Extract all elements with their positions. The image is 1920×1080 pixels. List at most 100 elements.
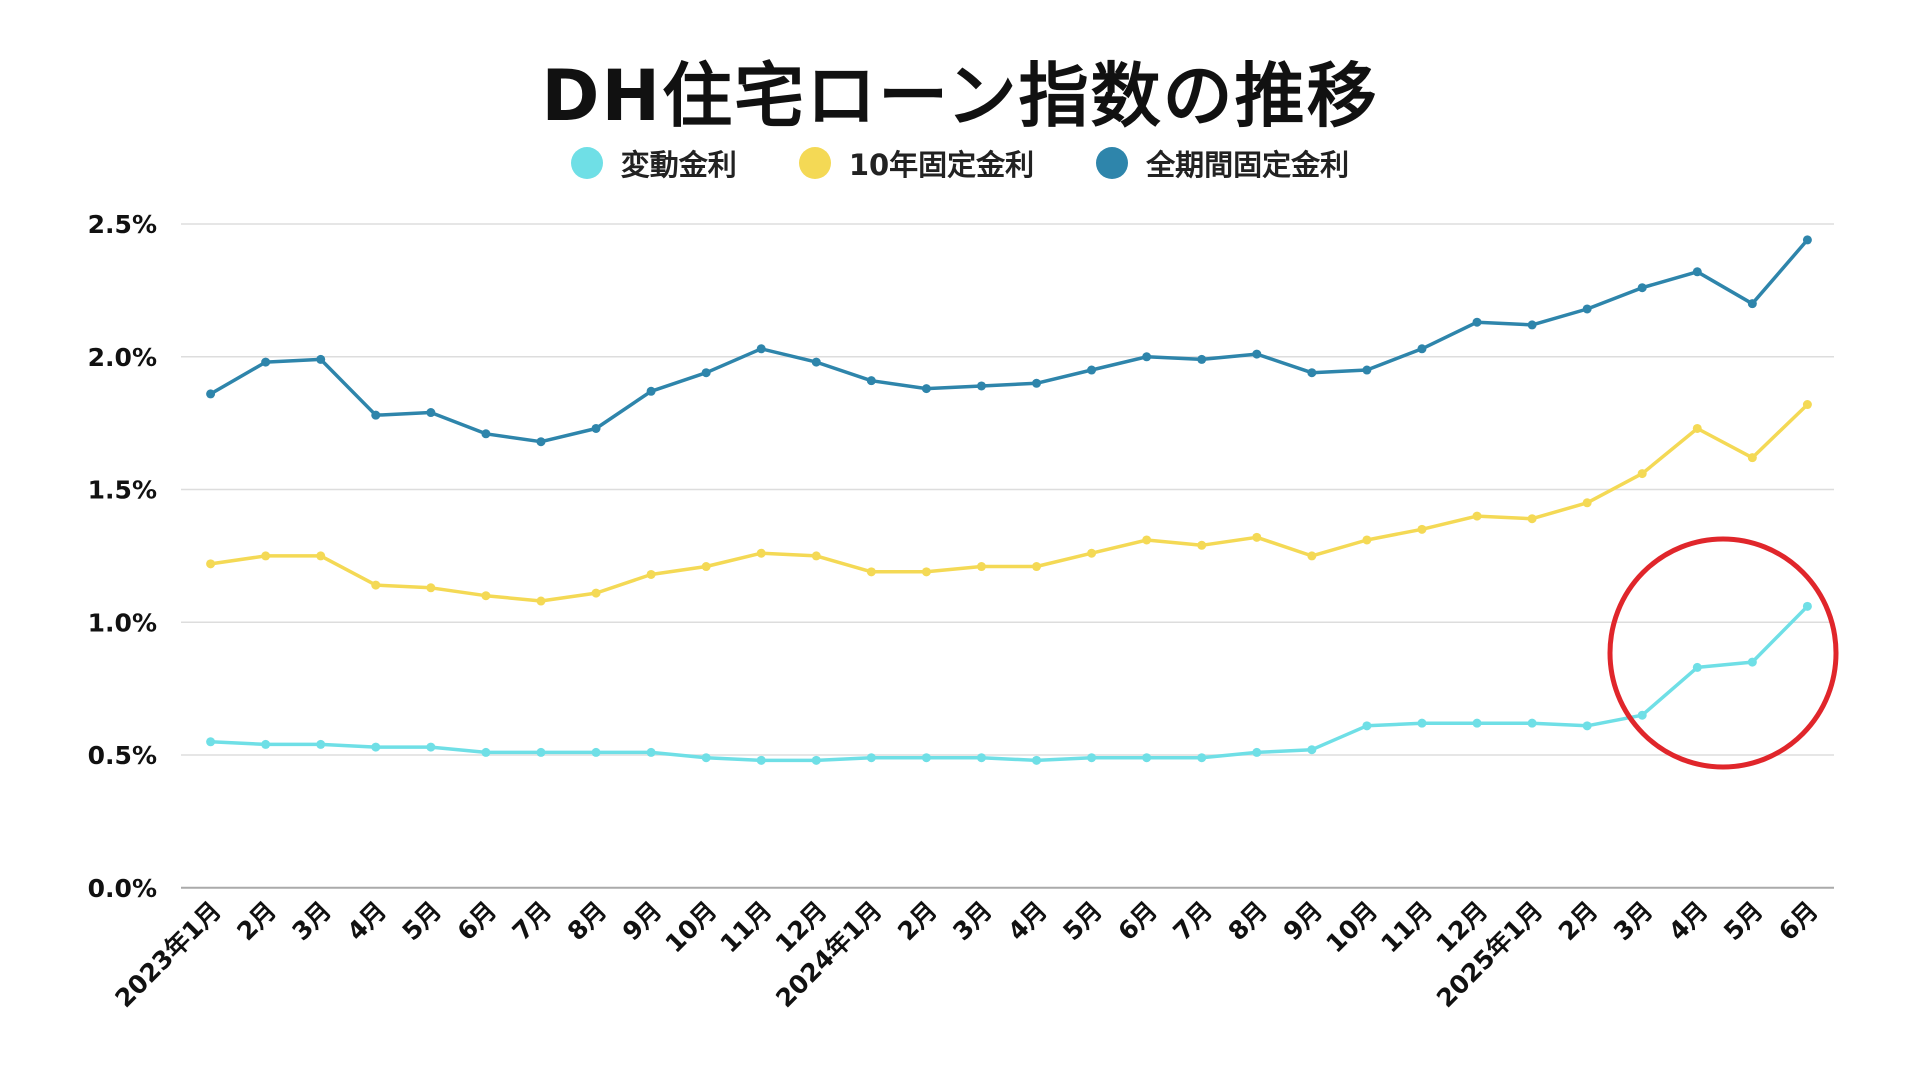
- x-tick-label: 7月: [507, 896, 557, 946]
- chart-title: DH住宅ローン指数の推移: [541, 55, 1379, 137]
- data-point: [1032, 378, 1042, 388]
- data-point: [1307, 551, 1317, 561]
- data-point: [1032, 755, 1042, 765]
- data-point: [206, 737, 216, 747]
- data-point: [1197, 753, 1207, 763]
- data-point: [866, 376, 876, 386]
- x-tick-label: 8月: [562, 896, 612, 946]
- data-point: [1087, 548, 1097, 558]
- data-point: [1747, 453, 1757, 463]
- x-tick-label: 2023年1月: [109, 896, 226, 1013]
- data-point: [481, 591, 491, 601]
- data-point: [1087, 365, 1097, 375]
- data-point: [1087, 753, 1097, 763]
- data-point: [1417, 718, 1427, 728]
- x-tick-label: 3月: [1608, 896, 1658, 946]
- data-point: [921, 384, 931, 394]
- data-point: [756, 344, 766, 354]
- data-point: [1472, 718, 1482, 728]
- series-line: [209, 238, 1809, 444]
- data-point: [1197, 540, 1207, 550]
- x-tick-label: 5月: [1718, 896, 1768, 946]
- data-point: [866, 567, 876, 577]
- data-point: [426, 742, 436, 752]
- legend-item: 10年固定金利: [798, 142, 1035, 184]
- data-point: [536, 596, 546, 606]
- data-point: [1417, 524, 1427, 534]
- data-point: [1747, 657, 1757, 667]
- x-tick-label: 11月: [715, 896, 778, 959]
- series-line: [210, 605, 1809, 763]
- data-point: [756, 755, 766, 765]
- y-tick-label: 2.5%: [88, 210, 157, 239]
- data-point: [1802, 400, 1812, 410]
- data-point: [1692, 267, 1702, 277]
- data-point: [591, 588, 601, 598]
- x-tick-label: 3月: [286, 896, 336, 946]
- data-point: [1637, 283, 1647, 293]
- data-point: [921, 753, 931, 763]
- x-tick-label: 8月: [1223, 896, 1273, 946]
- data-point: [261, 739, 271, 749]
- data-point: [1252, 532, 1262, 542]
- data-point: [316, 739, 326, 749]
- x-tick-label: 6月: [1773, 896, 1823, 946]
- data-point: [316, 354, 326, 364]
- data-point: [481, 429, 491, 439]
- data-point: [1252, 747, 1262, 757]
- data-point: [1582, 721, 1592, 731]
- data-point: [701, 753, 711, 763]
- x-tick-label: 6月: [1112, 896, 1162, 946]
- highlight-circle: [1607, 536, 1839, 770]
- x-tick-label: 3月: [947, 896, 997, 946]
- data-point: [866, 753, 876, 763]
- data-point: [316, 551, 326, 561]
- data-point: [536, 747, 546, 757]
- data-point: [591, 423, 601, 433]
- x-tick-label: 4月: [1002, 896, 1052, 946]
- data-point: [591, 747, 601, 757]
- y-tick-label: 0.5%: [88, 741, 157, 770]
- data-point: [1197, 354, 1207, 364]
- data-point: [701, 368, 711, 378]
- data-point: [1637, 469, 1647, 479]
- data-point: [976, 381, 986, 391]
- data-point: [1417, 344, 1427, 354]
- data-point: [1307, 745, 1317, 755]
- legend-label: 全期間固定金利: [1146, 148, 1350, 182]
- data-point: [921, 567, 931, 577]
- data-point: [1637, 710, 1647, 720]
- data-point: [426, 408, 436, 418]
- data-point: [646, 386, 656, 396]
- data-point: [646, 569, 656, 579]
- data-point: [1142, 753, 1152, 763]
- x-tick-label: 10月: [1320, 896, 1383, 959]
- x-tick-label: 2月: [892, 896, 942, 946]
- legend-label: 変動金利: [620, 148, 737, 182]
- legend-label: 10年固定金利: [848, 148, 1035, 182]
- legend-item: 変動金利: [570, 142, 737, 184]
- data-point: [1692, 423, 1702, 433]
- legend-swatch: [1096, 147, 1129, 179]
- data-point: [1582, 304, 1592, 314]
- data-point: [536, 437, 546, 447]
- data-point: [1362, 365, 1372, 375]
- data-point: [206, 389, 216, 399]
- legend-swatch: [798, 147, 831, 179]
- data-point: [646, 747, 656, 757]
- x-tick-label: 6月: [452, 896, 502, 946]
- x-tick-label: 2月: [231, 896, 281, 946]
- data-point: [1527, 514, 1537, 524]
- data-point: [1692, 662, 1702, 672]
- legend-swatch: [570, 147, 603, 179]
- y-tick-label: 1.5%: [88, 476, 157, 505]
- data-point: [1527, 320, 1537, 330]
- y-tick-label: 1.0%: [88, 608, 157, 637]
- data-point: [811, 357, 821, 367]
- data-point: [1032, 562, 1042, 572]
- series-line: [210, 403, 1809, 603]
- data-point: [206, 559, 216, 569]
- x-tick-label: 5月: [1057, 896, 1107, 946]
- data-point: [976, 753, 986, 763]
- x-tick-label: 7月: [1167, 896, 1217, 946]
